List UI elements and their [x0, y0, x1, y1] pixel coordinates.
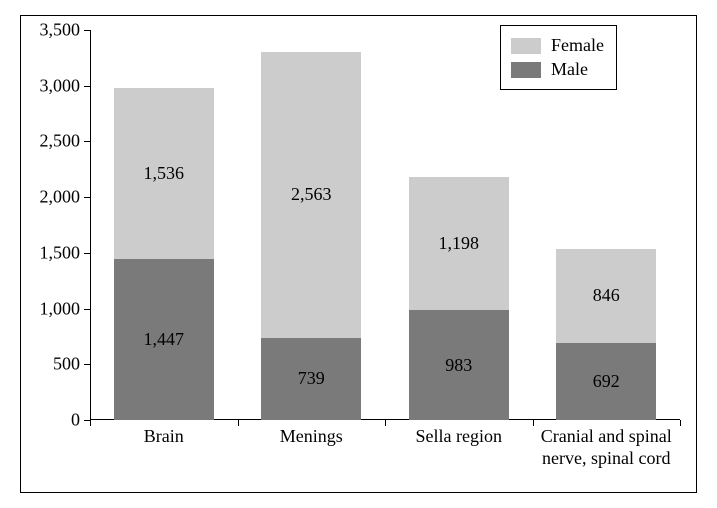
y-tick — [84, 30, 90, 31]
legend-swatch — [511, 62, 541, 78]
bar-group: 692846 — [556, 249, 656, 420]
bar-segment-male: 1,447 — [114, 259, 214, 420]
bar-group: 1,4471,536 — [114, 88, 214, 420]
y-axis-label: 0 — [71, 410, 80, 431]
bar-segment-female: 1,198 — [409, 177, 509, 310]
legend-label: Female — [551, 35, 604, 56]
y-axis-label: 3,500 — [40, 20, 81, 41]
bar-segment-male: 983 — [409, 310, 509, 420]
y-axis-label: 2,000 — [40, 187, 81, 208]
legend-swatch — [511, 38, 541, 54]
y-axis-label: 1,000 — [40, 298, 81, 319]
y-tick — [84, 364, 90, 365]
x-tick — [680, 420, 681, 426]
legend-item: Female — [511, 35, 604, 56]
y-tick — [84, 141, 90, 142]
y-tick — [84, 253, 90, 254]
chart-container: 05001,0001,5002,0002,5003,0003,5001,4471… — [0, 0, 717, 508]
y-axis-label: 1,500 — [40, 242, 81, 263]
y-axis-line — [90, 30, 91, 420]
x-axis-label: Cranial and spinal nerve, spinal cord — [533, 426, 681, 469]
bar-segment-male: 692 — [556, 343, 656, 420]
bar-segment-female: 2,563 — [261, 52, 361, 338]
bar-segment-female: 1,536 — [114, 88, 214, 259]
y-axis-label: 2,500 — [40, 131, 81, 152]
y-tick — [84, 309, 90, 310]
y-tick — [84, 197, 90, 198]
bar-segment-male: 739 — [261, 338, 361, 420]
legend-item: Male — [511, 59, 604, 80]
legend-label: Male — [551, 59, 588, 80]
x-axis-label: Menings — [238, 426, 386, 448]
bar-group: 9831,198 — [409, 177, 509, 420]
bar-group: 7392,563 — [261, 52, 361, 420]
x-axis-label: Brain — [90, 426, 238, 448]
y-axis-label: 3,000 — [40, 75, 81, 96]
y-tick — [84, 86, 90, 87]
x-axis-label: Sella region — [385, 426, 533, 448]
bar-segment-female: 846 — [556, 249, 656, 343]
legend: Female Male — [500, 25, 617, 90]
y-axis-label: 500 — [53, 354, 80, 375]
